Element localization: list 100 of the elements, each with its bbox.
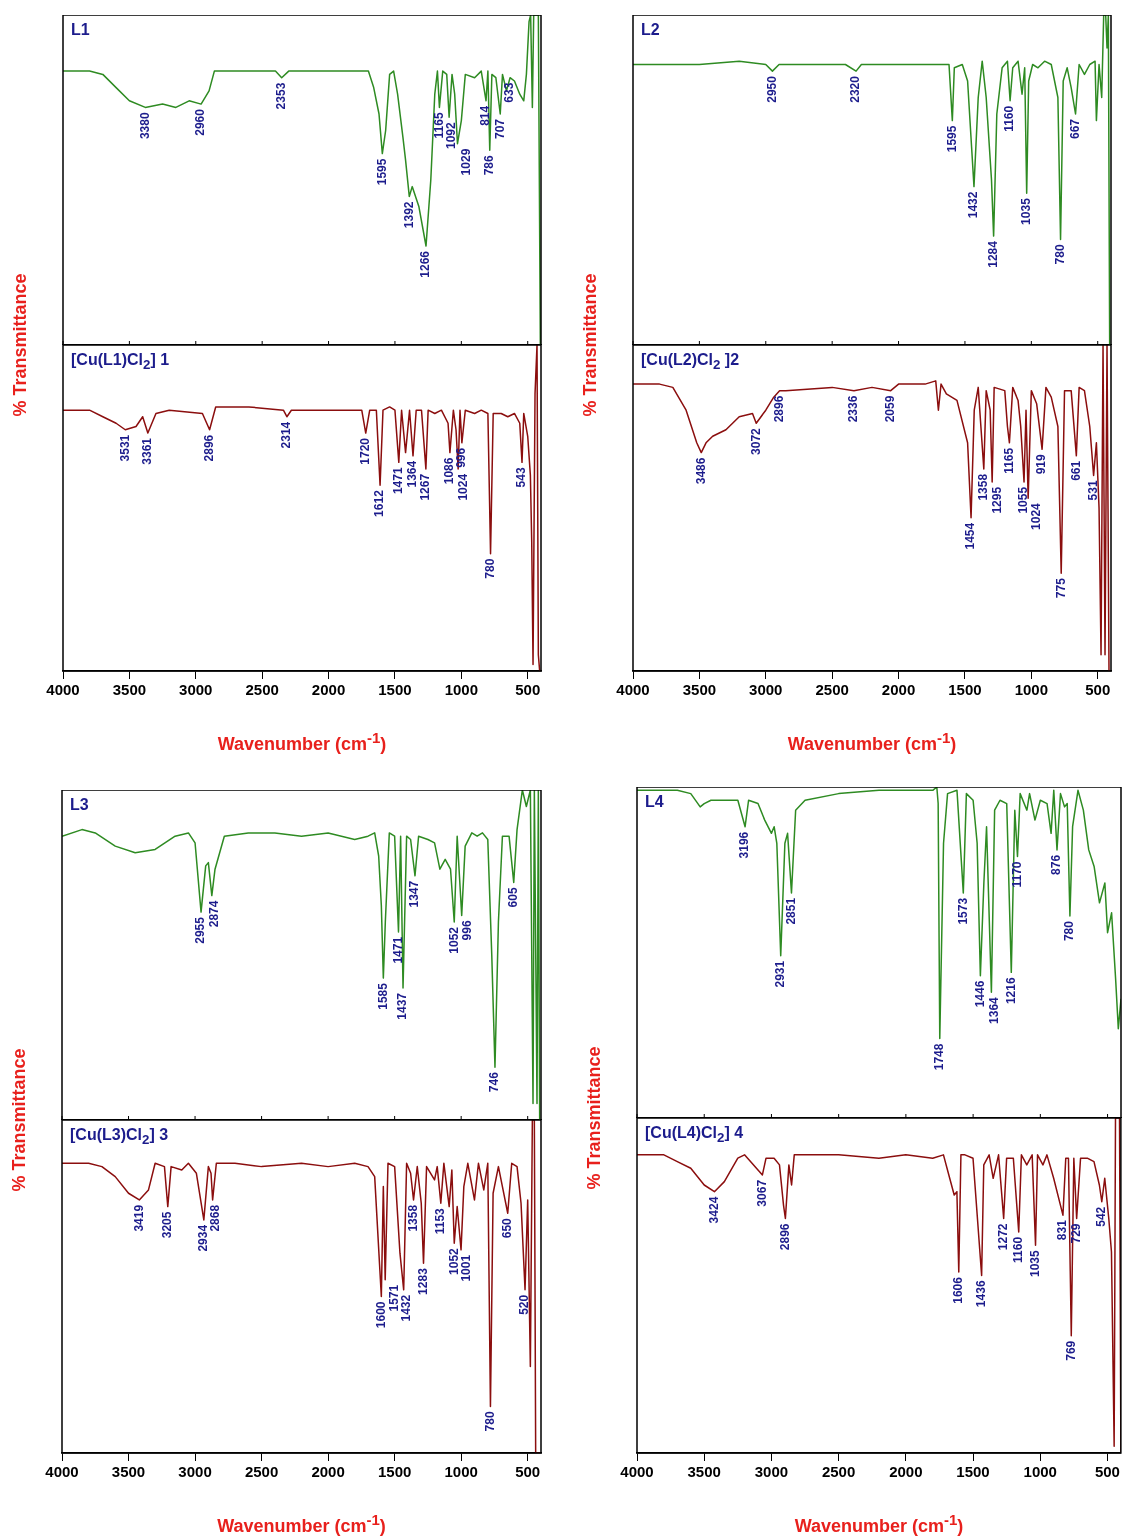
- annotation: 605: [506, 887, 521, 908]
- annotation: 1267: [418, 473, 433, 501]
- annotation: 996: [460, 920, 475, 941]
- annotation: 1364: [405, 460, 420, 488]
- x-tick-label: 1000: [444, 681, 479, 699]
- y-axis-title: % Transmittance: [8, 1048, 30, 1192]
- annotation: 1035: [1019, 197, 1033, 225]
- x-tick-label: 500: [515, 681, 541, 699]
- annotation: 661: [1068, 460, 1083, 481]
- annotation: 3380: [137, 112, 152, 140]
- x-axis-title: Wavenumber (cm$^{-1}$): [217, 729, 387, 755]
- annotation: 1364: [986, 996, 1001, 1024]
- annotation: 1432: [399, 1294, 413, 1322]
- x-tick-label: 2500: [244, 1463, 279, 1481]
- annotation: 2874: [207, 900, 222, 928]
- annotation: 1595: [944, 125, 959, 153]
- annotation: 543: [514, 467, 529, 488]
- annotation: 1153: [433, 1207, 448, 1235]
- annotation: 1392: [401, 201, 416, 229]
- annotation: 1436: [973, 1280, 988, 1308]
- chart-title: L2: [641, 21, 660, 39]
- x-tick-label: 500: [515, 1463, 541, 1481]
- annotation: 650: [500, 1217, 515, 1239]
- annotation: 1170: [1009, 861, 1024, 888]
- annotation: 1165: [1001, 447, 1016, 474]
- x-tick-label: 3500: [687, 1463, 721, 1481]
- annotation: 2931: [773, 960, 788, 988]
- annotation: 2353: [274, 82, 288, 110]
- x-tick-label: 1000: [1023, 1463, 1057, 1481]
- chart-title: L1: [71, 21, 90, 39]
- annotation: 1471: [390, 936, 405, 964]
- annotation: 1216: [1003, 977, 1018, 1005]
- x-tick-label: 4000: [45, 1463, 79, 1481]
- y-axis-title: % Transmittance: [9, 273, 31, 417]
- annotation: 2320: [848, 75, 863, 103]
- annotation: 746: [487, 1071, 502, 1093]
- annotation: 667: [1067, 118, 1082, 140]
- x-tick-label: 3000: [749, 681, 783, 699]
- annotation: 2950: [764, 75, 779, 103]
- annotation: 2896: [201, 434, 216, 462]
- annotation: 633: [502, 82, 517, 103]
- annotation: 1720: [358, 437, 373, 465]
- annotation: 780: [482, 1411, 497, 1432]
- annotation: 1612: [372, 489, 387, 517]
- annotation: 3072: [748, 427, 763, 455]
- annotation: 876: [1049, 854, 1064, 875]
- x-tick-label: 1000: [444, 1463, 478, 1481]
- annotation: 707: [492, 118, 507, 140]
- chart-title: L4: [645, 793, 664, 811]
- text: [Cu(L3)Cl$_{2}$] 3: [70, 1126, 169, 1148]
- annotation: 1052: [446, 926, 461, 954]
- x-tick-label: 3000: [178, 1463, 212, 1481]
- x-tick-label: 2000: [889, 1463, 923, 1481]
- annotation: 775: [1053, 577, 1068, 599]
- annotation: 3205: [160, 1211, 175, 1239]
- annotation: 1160: [1002, 105, 1017, 132]
- x-axis-title: Wavenumber (cm$^{-1}$): [787, 729, 957, 755]
- annotation: 3067: [754, 1179, 769, 1207]
- annotation: 3196: [737, 831, 752, 859]
- annotation: 1024: [456, 473, 471, 501]
- x-tick-label: 4000: [46, 681, 80, 699]
- x-tick-label: 2500: [821, 1463, 856, 1481]
- annotation: 1024: [1029, 502, 1044, 530]
- annotation: 2955: [193, 916, 208, 944]
- annotation: 3486: [693, 457, 708, 485]
- x-tick-label: 4000: [616, 681, 650, 699]
- annotation: 2336: [846, 395, 861, 423]
- annotation: 1595: [374, 158, 389, 186]
- annotation: 1600: [373, 1301, 388, 1329]
- annotation: 1347: [407, 880, 422, 908]
- annotation: 1001: [459, 1254, 474, 1282]
- text: [Cu(L2)Cl$_{2}$ ]2: [641, 351, 740, 373]
- annotation: 1437: [395, 992, 410, 1020]
- annotation: 3419: [131, 1204, 146, 1232]
- annotation: 3361: [140, 437, 155, 465]
- annotation: 780: [1052, 244, 1067, 265]
- annotation: 1055: [1016, 486, 1031, 514]
- x-axis-title: Wavenumber (cm$^{-1}$): [794, 1511, 964, 1537]
- x-tick-label: 4000: [620, 1463, 654, 1481]
- x-tick-label: 3500: [112, 681, 147, 699]
- annotation: 1358: [405, 1204, 420, 1232]
- annotation: 1029: [458, 148, 473, 176]
- x-tick-label: 1000: [1014, 681, 1049, 699]
- annotation: 1585: [375, 982, 390, 1010]
- annotation: 542: [1094, 1206, 1109, 1227]
- annotation: 1571: [386, 1284, 401, 1312]
- annotation: 1284: [985, 240, 1000, 268]
- annotation: 2896: [771, 395, 786, 423]
- x-tick-label: 3500: [682, 681, 717, 699]
- x-tick-label: 1500: [956, 1463, 990, 1481]
- annotation: 1606: [951, 1276, 966, 1304]
- annotation: 1160: [1011, 1236, 1026, 1263]
- annotation: 780: [482, 558, 497, 579]
- annotation: 1086: [442, 457, 457, 485]
- x-axis-title: Wavenumber (cm$^{-1}$): [217, 1511, 386, 1537]
- x-tick-label: 500: [1094, 1463, 1120, 1481]
- annotation: 1295: [990, 486, 1005, 514]
- annotation: 1573: [955, 897, 970, 925]
- x-tick-label: 1500: [378, 681, 412, 699]
- chart-title: L3: [70, 796, 89, 814]
